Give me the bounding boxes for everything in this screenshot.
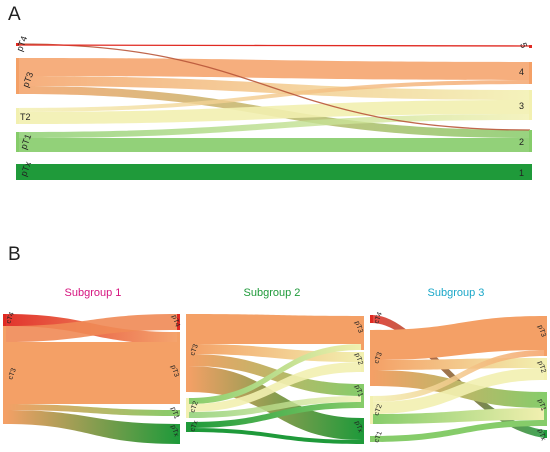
node-s2-right-t2 bbox=[361, 352, 364, 372]
flow-s1-t3-to-t1 bbox=[5, 404, 178, 416]
label-a-right-2: 2 bbox=[519, 137, 524, 147]
sankey-b-subgroup-3: cT4 cT3 cT2 cT1 pT3 pT2 pT1 pTx bbox=[370, 311, 547, 444]
node-s3-left-t1 bbox=[370, 436, 373, 442]
label-s3-right-pt2: pT2 bbox=[536, 360, 547, 374]
subgroup-2-title: Subgroup 2 bbox=[243, 287, 301, 299]
label-a-right-3: 3 bbox=[519, 101, 524, 111]
node-s1-right-t3 bbox=[177, 332, 180, 404]
flow-s2-t2-to-t1 bbox=[188, 396, 362, 418]
flow-s1-t3-to-t3 bbox=[5, 342, 178, 404]
flow-s2-t3-to-t2 bbox=[188, 344, 362, 362]
sankey-b-subgroup-1: cT4 cT3 pT4 pT3 pT1 pTx bbox=[3, 311, 181, 444]
flow-a-tx-to-1 bbox=[18, 164, 530, 180]
subgroup-1-title: Subgroup 1 bbox=[64, 287, 122, 299]
label-s2-right-ptx: pTx bbox=[353, 420, 364, 434]
flow-s2-tx-to-tx bbox=[188, 428, 362, 444]
flow-a-t2-to-3 bbox=[18, 100, 530, 124]
flow-s2-t3-to-t3 bbox=[188, 314, 362, 344]
node-s1-right-t4 bbox=[177, 314, 180, 330]
node-a-left-tx bbox=[16, 164, 19, 180]
flow-s3-t1-to-t1 bbox=[372, 420, 545, 442]
flow-s3-t2-to-t2 bbox=[372, 368, 545, 414]
panel-a-letter: A bbox=[8, 4, 21, 25]
node-s1-left-t4 bbox=[3, 314, 6, 326]
node-a-right-5 bbox=[529, 45, 532, 48]
label-s2-left-ct2: cT2 bbox=[189, 400, 200, 413]
node-s1-right-tx bbox=[177, 424, 180, 444]
label-s2-right-pt3: pT3 bbox=[353, 320, 364, 334]
node-a-left-t1 bbox=[16, 132, 19, 152]
node-a-left-t4 bbox=[16, 43, 19, 46]
node-s3-right-t1 bbox=[544, 392, 547, 426]
node-s1-right-t1 bbox=[177, 410, 180, 416]
flow-s1-t3-to-tx bbox=[5, 410, 178, 444]
label-s1-right-pt3: pT3 bbox=[169, 364, 180, 378]
flow-a-t4-to-2 bbox=[17, 43, 531, 131]
label-s3-left-ct4: cT4 bbox=[373, 311, 384, 324]
node-a-left-t3 bbox=[16, 58, 19, 94]
flow-s3-t2-to-t3 bbox=[372, 350, 545, 402]
flow-a-t3-to-4 bbox=[18, 58, 530, 80]
label-a-left-pt4: pT4 bbox=[14, 35, 29, 53]
flow-a-t4-to-5 bbox=[17, 44, 531, 47]
flow-s2-tx-to-t1 bbox=[188, 402, 362, 428]
flow-a-t2-to-4 bbox=[18, 80, 530, 112]
flow-a-t1-to-3 bbox=[18, 114, 530, 138]
sankey-a: pT4 pT3 T2 pT1 pTx 5 4 3 2 1 bbox=[14, 35, 532, 180]
flow-a-t1-to-2 bbox=[18, 138, 530, 152]
node-a-left-t2 bbox=[16, 108, 19, 124]
label-s1-right-pt1: pT1 bbox=[169, 406, 180, 420]
label-s2-left-ctx: cTx bbox=[189, 419, 200, 432]
flow-s3-t3-to-t3 bbox=[372, 316, 545, 360]
flow-s2-t3-to-tx bbox=[188, 366, 362, 440]
node-s3-left-t2 bbox=[370, 396, 373, 424]
node-s2-right-tx bbox=[361, 418, 364, 444]
node-s2-left-tx bbox=[186, 422, 189, 432]
label-s1-left-ct4: cT4 bbox=[5, 311, 16, 324]
label-s3-left-ct2: cT2 bbox=[373, 403, 384, 416]
label-s2-left-ct3: cT3 bbox=[189, 343, 200, 356]
label-s1-left-ct3: cT3 bbox=[7, 367, 18, 380]
label-a-right-1: 1 bbox=[519, 168, 524, 178]
label-a-left-pt1: pT1 bbox=[18, 133, 33, 151]
label-a-left-t2: T2 bbox=[20, 112, 31, 122]
label-a-left-pt3: pT3 bbox=[20, 71, 35, 89]
node-a-right-4 bbox=[529, 62, 532, 84]
node-a-right-1 bbox=[529, 164, 532, 180]
label-a-right-4: 4 bbox=[519, 67, 524, 77]
sankey-b-subgroup-2: cT3 cT2 cTx pT3 pT2 pT1 pTx bbox=[186, 314, 364, 444]
label-s3-left-ct1: cT1 bbox=[373, 430, 384, 443]
label-s3-right-pt1: pT1 bbox=[536, 398, 547, 412]
node-s3-left-t3 bbox=[370, 330, 373, 386]
node-s2-right-t3 bbox=[361, 316, 364, 350]
node-s1-left-t3 bbox=[3, 326, 6, 424]
label-s3-left-ct3: cT3 bbox=[373, 351, 384, 364]
label-a-left-ptx: pTx bbox=[18, 160, 33, 178]
node-s2-left-t2 bbox=[186, 398, 189, 418]
flow-s3-t3-to-t2 bbox=[372, 358, 545, 370]
node-a-right-2 bbox=[529, 130, 532, 152]
label-s1-right-pt4: pT4 bbox=[170, 314, 181, 328]
flow-s3-t2-to-t1 bbox=[372, 408, 545, 424]
flow-s2-t2-to-t2 bbox=[188, 362, 362, 412]
node-s2-left-t3 bbox=[186, 314, 189, 392]
flow-s1-t3-to-t4 bbox=[5, 314, 178, 342]
label-s2-right-pt1: pT1 bbox=[353, 384, 364, 398]
flow-s2-t2-to-t3 bbox=[188, 344, 362, 404]
label-s3-right-ptx: pTx bbox=[536, 428, 547, 442]
label-s1-right-ptx: pTx bbox=[169, 424, 180, 438]
panel-b-letter: B bbox=[8, 244, 21, 265]
node-s2-right-t1 bbox=[361, 384, 364, 408]
subgroup-3-title: Subgroup 3 bbox=[427, 287, 485, 299]
node-s3-left-t4 bbox=[370, 315, 373, 323]
label-s3-right-pt3: pT3 bbox=[536, 324, 547, 338]
node-s3-right-t2 bbox=[544, 358, 547, 380]
node-a-right-3 bbox=[529, 90, 532, 120]
label-a-right-5: 5 bbox=[518, 41, 529, 49]
node-s3-right-t3 bbox=[544, 316, 547, 356]
label-s2-right-pt2: pT2 bbox=[353, 352, 364, 366]
node-s3-right-tx bbox=[544, 430, 547, 438]
